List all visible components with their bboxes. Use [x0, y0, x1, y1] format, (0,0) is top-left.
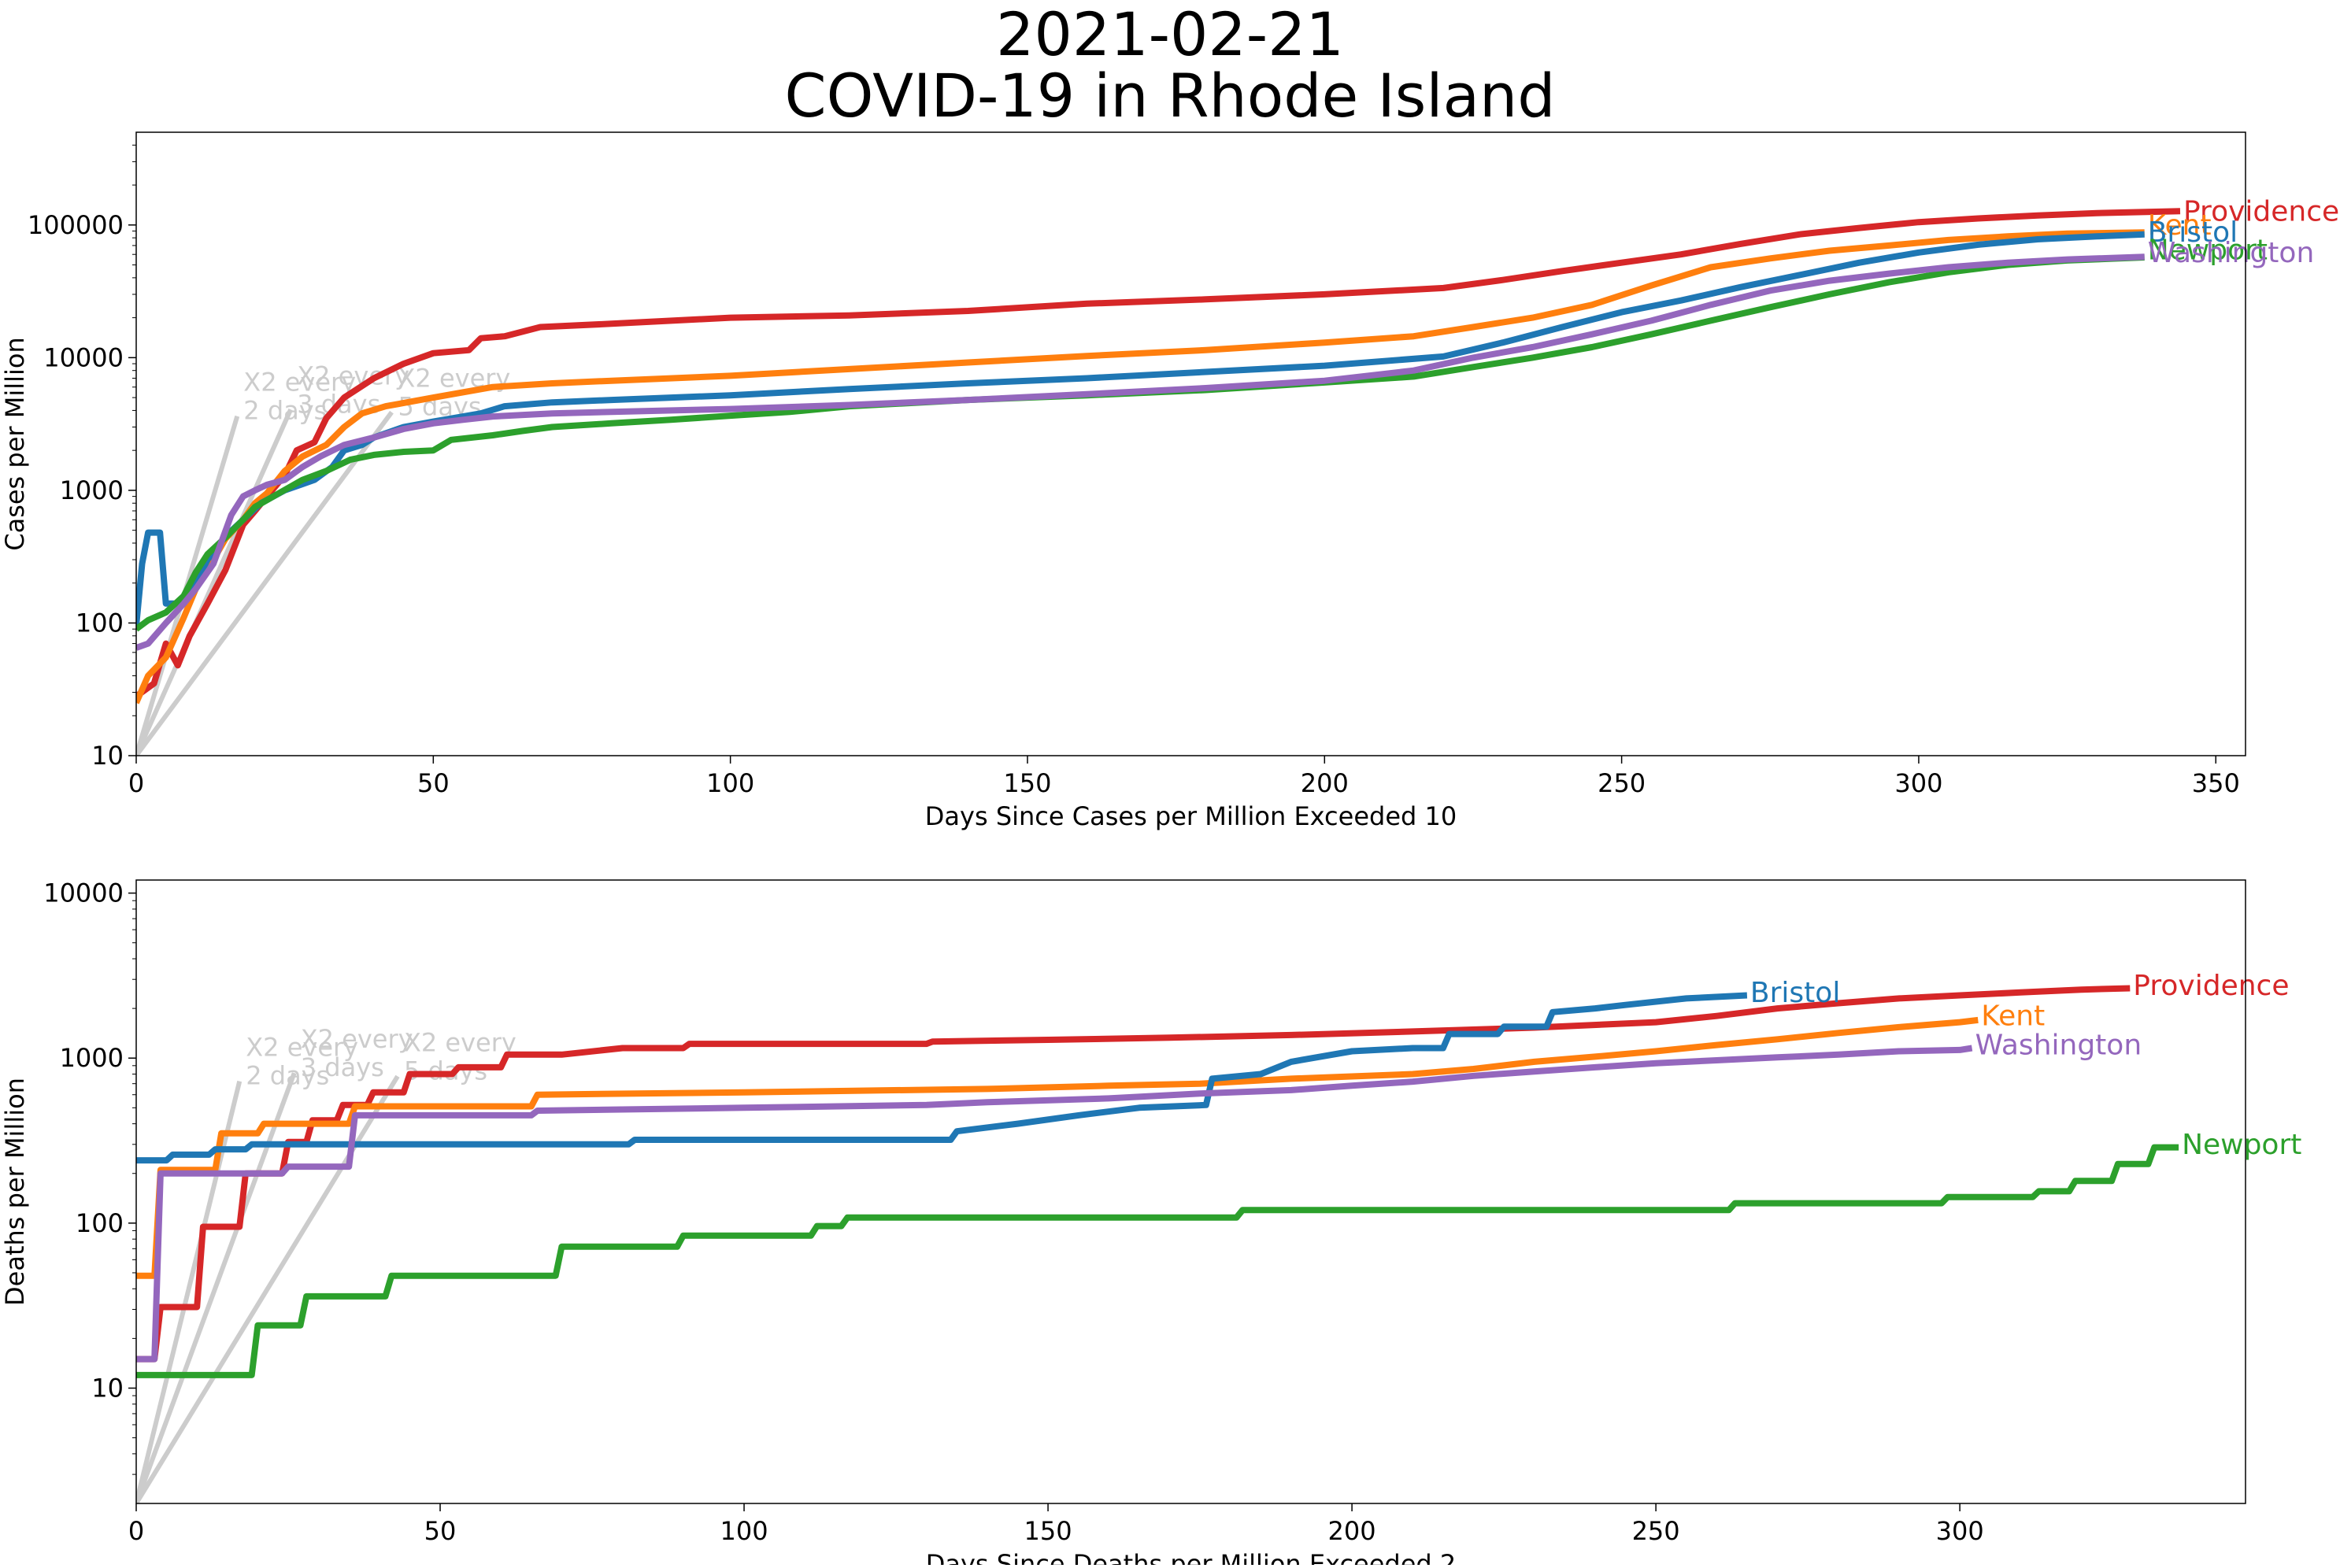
reference-line-2day: [136, 1080, 243, 1503]
series-end-label-kent: Kent: [1981, 1000, 2045, 1033]
series-line-kent: [136, 1016, 1979, 1279]
plot-frame: [135, 131, 2246, 756]
y-tick-label: 10000: [43, 878, 124, 908]
reference-line-5day: [136, 410, 394, 756]
x-tick-label: 200: [1301, 768, 1349, 798]
chart-date-title: 2021-02-21: [996, 0, 1344, 69]
series-end-label-washington: Washington: [1975, 1030, 2142, 1062]
series-line-washington: [136, 1045, 1973, 1363]
series-line-providence: [136, 208, 2181, 699]
x-tick-label: 150: [1003, 768, 1051, 798]
series-end-label-providence: Providence: [2183, 195, 2339, 227]
x-tick-label: 0: [128, 768, 144, 798]
reference-line-3day: [136, 409, 293, 756]
series-end-label-washington: Washington: [2148, 237, 2315, 269]
reference-label-3day-line1: X2 every: [301, 1024, 413, 1054]
x-axis-label: Days Since Deaths per Million Exceeded 2: [926, 1549, 1457, 1565]
reference-label-3day-line2: 3 days: [301, 1052, 384, 1082]
x-tick-label: 250: [1632, 1516, 1680, 1546]
reference-label-5day-line2: 5 days: [404, 1056, 487, 1085]
x-tick-label: 0: [128, 1516, 144, 1546]
x-tick-label: 50: [417, 768, 450, 798]
series-lines: [136, 208, 2181, 704]
y-tick-label: 10: [91, 741, 124, 771]
plot-frame: [135, 879, 2246, 1504]
reference-label-2day-line1: X2 every: [246, 1033, 358, 1063]
series-lines: [136, 985, 2179, 1378]
y-tick-label: 100: [76, 1208, 124, 1238]
reference-label-2day-line2: 2 days: [243, 396, 327, 426]
series-end-label-kent: Kent: [2148, 209, 2212, 242]
y-tick-label: 1000: [60, 1043, 124, 1073]
series-end-label-bristol: Bristol: [2148, 216, 2238, 249]
x-tick-label: 150: [1024, 1516, 1072, 1546]
reference-label-5day-line1: X2 every: [404, 1027, 517, 1057]
x-tick-label: 250: [1598, 768, 1646, 798]
x-tick-label: 300: [1936, 1516, 1984, 1546]
x-tick-label: 300: [1894, 768, 1942, 798]
series-end-label-providence: Providence: [2133, 970, 2289, 1002]
series-line-bristol: [136, 231, 2145, 627]
x-tick-label: 50: [424, 1516, 457, 1546]
y-tick-label: 10: [91, 1373, 124, 1403]
chart-main-title: COVID-19 in Rhode Island: [784, 61, 1556, 131]
x-tick-label: 350: [2192, 768, 2240, 798]
reference-lines: [136, 1072, 400, 1503]
reference-line-5day: [136, 1074, 400, 1503]
series-line-newport: [136, 1144, 2179, 1378]
y-tick-label: 1000: [60, 475, 124, 505]
y-axis-label: Deaths per Million: [0, 1078, 30, 1306]
reference-label-2day-line2: 2 days: [246, 1061, 329, 1091]
y-axis-label: Cases per Million: [0, 337, 30, 551]
series-line-washington: [136, 253, 2145, 651]
series-end-label-newport: Newport: [2148, 234, 2268, 266]
series-end-label-bristol: Bristol: [1750, 977, 1840, 1009]
reference-label-3day-line1: X2 every: [297, 361, 409, 390]
x-tick-label: 200: [1328, 1516, 1376, 1546]
series-end-label-newport: Newport: [2182, 1129, 2301, 1161]
x-axis-label: Days Since Cases per Million Exceeded 10: [925, 801, 1457, 831]
y-tick-label: 100: [76, 608, 124, 638]
reference-label-2day-line1: X2 every: [243, 368, 356, 398]
y-tick-label: 100000: [28, 210, 124, 240]
series-line-newport: [136, 254, 2145, 632]
x-tick-label: 100: [706, 768, 754, 798]
y-tick-label: 10000: [43, 342, 124, 372]
x-tick-label: 100: [720, 1516, 768, 1546]
